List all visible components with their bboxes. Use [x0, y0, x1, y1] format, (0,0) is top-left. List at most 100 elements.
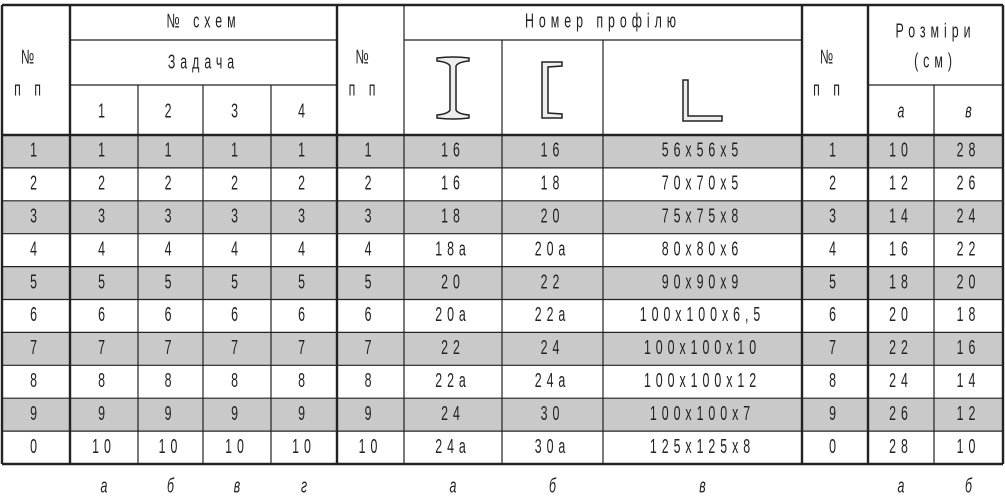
cell: 2	[829, 172, 841, 195]
row-no-label: п п	[14, 77, 46, 100]
footer-letter: б	[549, 474, 556, 497]
cell: 7	[298, 336, 310, 359]
cell: 24	[541, 336, 565, 359]
cell: 10	[889, 139, 913, 162]
cell: 26	[889, 402, 913, 425]
row-no-label: №	[355, 45, 373, 68]
profile-title: Номер профілю	[525, 9, 681, 32]
cell: 24	[957, 204, 981, 227]
cell: 2	[30, 172, 42, 195]
cell: 2	[365, 172, 377, 195]
cell: 16	[441, 172, 465, 195]
cell: 7	[829, 336, 841, 359]
cell: 6	[829, 303, 841, 326]
cell: 1	[829, 139, 841, 162]
cell: 8	[829, 369, 841, 392]
cell: 8	[231, 369, 243, 392]
cell: 3	[298, 204, 310, 227]
cell: 8	[98, 369, 110, 392]
cell: 6	[365, 303, 377, 326]
cell: 6	[30, 303, 42, 326]
cell: 8	[365, 369, 377, 392]
cell: 8	[30, 369, 42, 392]
cell: 4	[30, 237, 42, 260]
cell: 4	[365, 237, 377, 260]
cell: 22а	[535, 303, 571, 326]
cell: 6	[165, 303, 177, 326]
cell: 5	[829, 270, 841, 293]
cell: 20	[541, 204, 565, 227]
row-no-label: №	[21, 45, 39, 68]
cell: 9	[365, 402, 377, 425]
cell: 22а	[435, 369, 471, 392]
cell: 10	[225, 435, 249, 458]
cell: 12	[889, 172, 913, 195]
cell: 1	[231, 139, 243, 162]
cell: 7	[365, 336, 377, 359]
cell: 30а	[535, 435, 571, 458]
cell: 56x56x5	[662, 139, 744, 162]
cell: 30	[541, 402, 565, 425]
cell: 16	[441, 139, 465, 162]
cell: 100x100x6,5	[640, 303, 766, 326]
footer-letter: а	[101, 474, 108, 497]
cell: 0	[829, 435, 841, 458]
cell: 14	[957, 369, 981, 392]
cell: 6	[98, 303, 110, 326]
cell: 12	[957, 402, 981, 425]
cell: 20	[889, 303, 913, 326]
cell: 3	[829, 204, 841, 227]
cell: 4	[829, 237, 841, 260]
cell: 5	[298, 270, 310, 293]
cell: 7	[98, 336, 110, 359]
footer-letter: б	[965, 474, 972, 497]
cell: 8	[165, 369, 177, 392]
i-beam-icon	[436, 56, 470, 120]
cell: 9	[298, 402, 310, 425]
cell: 80x80x6	[662, 237, 744, 260]
cell: 9	[30, 402, 42, 425]
task-col: 1	[98, 99, 110, 122]
cell: 28	[957, 139, 981, 162]
cell: 26	[957, 172, 981, 195]
cell: 3	[30, 204, 42, 227]
cell: 24	[441, 402, 465, 425]
cell: 1	[298, 139, 310, 162]
cell: 20а	[435, 303, 471, 326]
cell: 24а	[435, 435, 471, 458]
footer-letter: а	[450, 474, 457, 497]
cell: 20а	[535, 237, 571, 260]
cell: 90x90x9	[662, 270, 744, 293]
angle-icon	[682, 79, 723, 122]
cell: 8	[298, 369, 310, 392]
cell: 9	[98, 402, 110, 425]
task-col: 4	[298, 99, 310, 122]
cell: 18	[541, 172, 565, 195]
cell: 7	[231, 336, 243, 359]
cell: 0	[30, 435, 42, 458]
cell: 18а	[435, 237, 471, 260]
cell: 16	[889, 237, 913, 260]
row-no-label: №	[820, 45, 838, 68]
cell: 1	[165, 139, 177, 162]
cell: 4	[231, 237, 243, 260]
task-title: Задача	[168, 50, 239, 73]
cell: 5	[98, 270, 110, 293]
cell: 16	[541, 139, 565, 162]
cell: 2	[231, 172, 243, 195]
cell: 7	[30, 336, 42, 359]
cell: 20	[441, 270, 465, 293]
cell: 4	[298, 237, 310, 260]
cell: 16	[957, 336, 981, 359]
cell: 9	[829, 402, 841, 425]
cell: 1	[30, 139, 42, 162]
cell: 6	[231, 303, 243, 326]
cell: 100x100x10	[644, 336, 761, 359]
schemes-title: № схем	[166, 9, 240, 32]
cell: 9	[231, 402, 243, 425]
task-col: 3	[231, 99, 243, 122]
cell: 1	[98, 139, 110, 162]
cell: 24	[889, 369, 913, 392]
cell: 10	[92, 435, 116, 458]
